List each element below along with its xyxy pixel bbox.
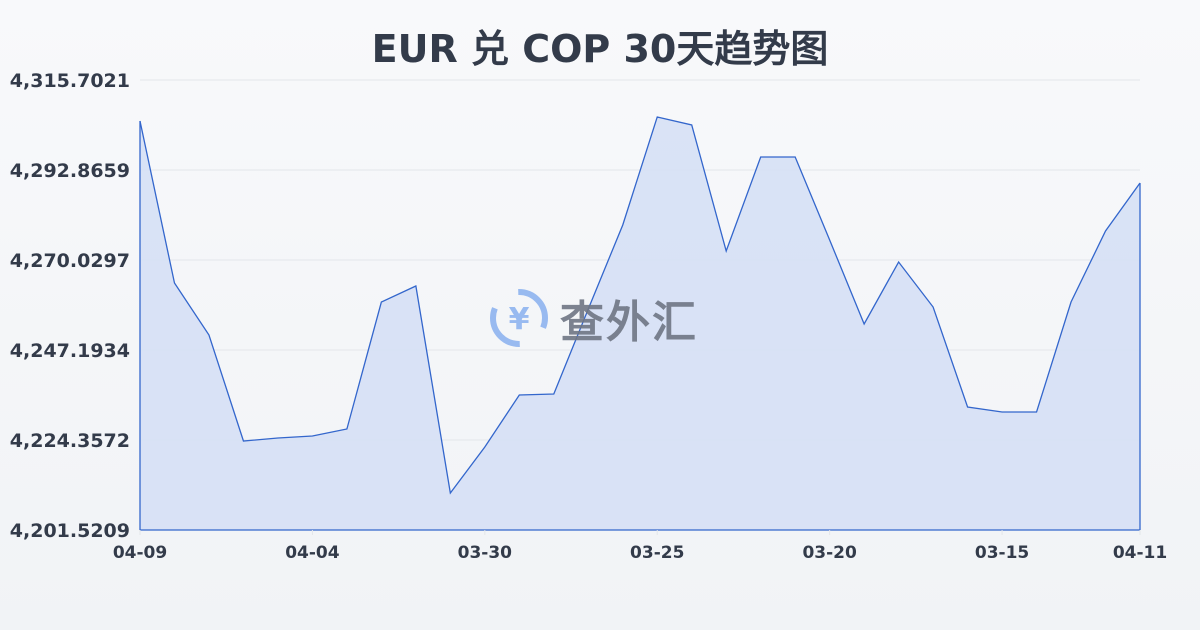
watermark: ¥ 查外汇 xyxy=(488,286,698,350)
x-tick-label: 03-30 xyxy=(458,543,513,563)
y-tick-label: 4,201.5209 xyxy=(10,520,130,542)
x-tick-label: 03-25 xyxy=(630,543,684,563)
x-tick-label: 03-15 xyxy=(975,543,1029,563)
y-tick-label: 4,270.0297 xyxy=(10,250,130,272)
y-tick-label: 4,224.3572 xyxy=(10,430,130,452)
series-line xyxy=(139,116,1141,495)
currency-exchange-icon: ¥ xyxy=(490,289,548,347)
x-tick-label: 03-20 xyxy=(802,543,857,563)
svg-text:¥: ¥ xyxy=(509,302,530,337)
watermark-text: 查外汇 xyxy=(560,297,698,348)
x-tick-label: 04-04 xyxy=(285,543,340,563)
y-tick-label: 4,292.8659 xyxy=(10,160,130,182)
y-tick-label: 4,315.7021 xyxy=(10,70,130,92)
x-tick-label: 04-09 xyxy=(113,543,167,563)
x-tick-label: 04-11 xyxy=(1113,543,1167,563)
area-fill xyxy=(140,116,1140,530)
chart-title: EUR 兑 COP 30天趋势图 xyxy=(371,27,829,71)
y-tick-label: 4,247.1934 xyxy=(10,340,130,362)
